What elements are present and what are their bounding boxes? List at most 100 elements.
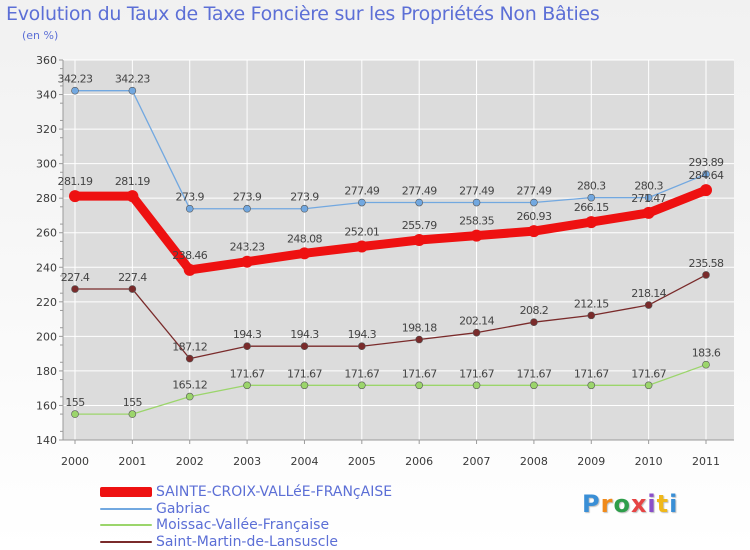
data-point[interactable]: [702, 360, 710, 369]
data-label: 277.49: [459, 185, 494, 198]
data-point[interactable]: [644, 193, 653, 202]
y-tick-label: 340: [36, 89, 57, 102]
series-layer: [69, 86, 712, 418]
x-tick-label: 2008: [520, 455, 548, 468]
data-label: 271.47: [631, 192, 666, 205]
data-label: 281.19: [115, 175, 150, 188]
data-point[interactable]: [243, 204, 251, 213]
data-point[interactable]: [644, 301, 653, 309]
data-point[interactable]: [300, 204, 309, 213]
logo-letter: P: [582, 490, 601, 518]
data-point[interactable]: [527, 225, 540, 238]
data-point[interactable]: [415, 335, 423, 344]
series-line: [74, 364, 707, 415]
data-label: 171.67: [459, 367, 494, 380]
data-point[interactable]: [358, 342, 366, 351]
data-point[interactable]: [128, 285, 137, 293]
legend-label: Saint-Martin-de-Lansuscle: [156, 533, 338, 550]
x-tick-label: 2003: [233, 455, 261, 468]
data-label: 342.23: [115, 73, 150, 86]
y-tick-label: 160: [36, 399, 57, 412]
data-point[interactable]: [413, 233, 426, 246]
data-point[interactable]: [185, 392, 194, 401]
legend-item[interactable]: Moissac-Vallée-Française: [100, 517, 329, 533]
data-point[interactable]: [644, 381, 653, 390]
x-tick-label: 2002: [176, 455, 204, 468]
legend-label: SAINTE-CROIX-VALLéE-FRANçAISE: [156, 484, 393, 500]
data-label: 227.4: [118, 271, 147, 284]
data-label: 187.12: [172, 341, 207, 354]
logo-letter: i: [669, 490, 679, 518]
data-point[interactable]: [472, 328, 481, 337]
data-point[interactable]: [472, 198, 481, 207]
data-point[interactable]: [470, 229, 483, 242]
chart-title: Evolution du Taux de Taxe Foncière sur l…: [6, 3, 600, 25]
data-label: 208.2: [520, 304, 549, 317]
y-tick-label: 300: [36, 158, 57, 171]
data-point[interactable]: [700, 184, 712, 197]
series-gabriac: [71, 86, 710, 213]
data-label: 273.9: [290, 191, 319, 204]
legend-label: Moissac-Vallée-Française: [156, 517, 330, 533]
data-label: 277.49: [344, 185, 379, 198]
data-point[interactable]: [587, 193, 596, 202]
data-point[interactable]: [702, 271, 710, 279]
data-point[interactable]: [300, 381, 309, 390]
data-point[interactable]: [358, 198, 366, 207]
data-point[interactable]: [300, 342, 309, 351]
x-tick-label: 2000: [61, 455, 89, 468]
data-label: 171.67: [574, 367, 609, 380]
data-point[interactable]: [126, 190, 139, 203]
x-tick-label: 2010: [635, 455, 663, 468]
legend-item[interactable]: Saint-Martin-de-Lansuscle: [100, 534, 338, 550]
data-point[interactable]: [358, 381, 366, 390]
data-point[interactable]: [71, 410, 79, 418]
data-label: 255.79: [402, 219, 437, 232]
data-label: 171.67: [344, 367, 379, 380]
data-point[interactable]: [587, 381, 596, 390]
data-point[interactable]: [587, 311, 596, 320]
data-label: 273.9: [233, 191, 262, 204]
data-point[interactable]: [71, 86, 79, 95]
data-point[interactable]: [530, 198, 538, 207]
data-point[interactable]: [355, 240, 368, 253]
data-point[interactable]: [185, 354, 194, 363]
data-label: 243.23: [230, 241, 265, 254]
y-tick-label: 180: [36, 365, 57, 378]
data-label: 194.3: [233, 328, 262, 341]
legend-item[interactable]: SAINTE-CROIX-VALLéE-FRANçAISE: [100, 484, 392, 500]
data-point[interactable]: [69, 190, 81, 203]
data-point[interactable]: [128, 86, 137, 95]
y-tick-label: 200: [36, 330, 57, 343]
logo-letter: t: [656, 490, 670, 518]
data-label: 293.89: [689, 156, 724, 169]
data-point[interactable]: [415, 198, 423, 207]
series-moissac-valle-e-franc-aise: [71, 360, 710, 418]
data-point[interactable]: [530, 318, 538, 327]
data-point[interactable]: [298, 247, 311, 260]
data-point[interactable]: [185, 204, 194, 213]
series-saint-martin-de-lansuscle: [71, 271, 710, 363]
data-point[interactable]: [472, 381, 481, 390]
data-point[interactable]: [642, 206, 655, 219]
data-label: 238.46: [172, 249, 207, 262]
data-point[interactable]: [585, 216, 598, 229]
data-point[interactable]: [530, 381, 538, 390]
data-label: 284.64: [689, 169, 724, 182]
logo-letter: o: [613, 490, 631, 518]
data-point[interactable]: [183, 263, 196, 276]
data-point[interactable]: [71, 285, 79, 293]
data-label: 202.14: [459, 315, 494, 328]
data-label: 171.67: [287, 367, 322, 380]
legend-swatch: [100, 507, 152, 510]
data-point[interactable]: [243, 381, 251, 390]
legend-item[interactable]: Gabriac: [100, 501, 210, 517]
data-point[interactable]: [415, 381, 423, 390]
data-point[interactable]: [243, 342, 251, 351]
x-tick-label: 2005: [348, 455, 376, 468]
data-label: 171.67: [230, 367, 265, 380]
data-point[interactable]: [241, 255, 254, 268]
data-label: 171.67: [402, 367, 437, 380]
data-point[interactable]: [702, 170, 710, 178]
data-point[interactable]: [128, 410, 137, 418]
